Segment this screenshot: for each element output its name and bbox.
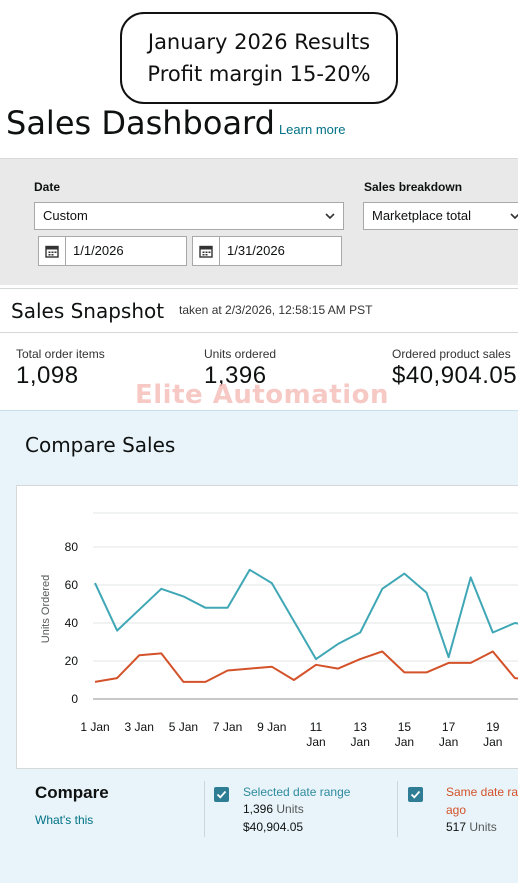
x-tick-label-month: Jan (306, 735, 325, 749)
metric-value: 1,396 (204, 362, 267, 389)
same-range-title-line-1: Same date range one year (446, 785, 518, 799)
y-tick-label: 40 (65, 616, 79, 630)
x-tick-label: 11 (310, 720, 323, 734)
y-tick-label: 60 (65, 578, 79, 592)
sales-snapshot-title: Sales Snapshot (11, 299, 165, 323)
metric-label: Units ordered (204, 347, 277, 361)
start-date-field[interactable]: 1/1/2026 (38, 236, 187, 266)
metric-value: 1,098 (16, 362, 79, 389)
x-tick-label-month: Jan (483, 735, 502, 749)
y-tick-label: 20 (65, 654, 79, 668)
metric-label: Total order items (16, 347, 105, 361)
legend-divider (204, 781, 205, 837)
checkmark-icon (216, 790, 227, 799)
end-date-value: 1/31/2026 (227, 243, 285, 258)
compare-sales-panel: Compare Sales 0 20 40 60 80 1 Jan 3 Jan 5 Jan 7 … (0, 410, 518, 883)
compare-legend: Compare What's this Selected date range … (16, 775, 518, 837)
sales-snapshot-header: Sales Snapshot taken at 2/3/2026, 12:58:… (0, 288, 518, 333)
series-line-selected-range (94, 568, 518, 661)
metric-value: $40,904.05 (392, 362, 518, 389)
same-range-units-value: 517 (446, 820, 467, 834)
metric-units-ordered: Units ordered 1,396 (204, 347, 276, 390)
x-tick-label: 19 (486, 720, 500, 734)
calendar-icon[interactable] (193, 237, 220, 265)
x-tick-label: 13 (354, 720, 368, 734)
sales-breakdown-label: Sales breakdown (364, 180, 463, 194)
selected-range-checkbox[interactable] (214, 787, 229, 802)
callout-line-2: Profit margin 15-20% (147, 62, 371, 86)
series-line-last-year (94, 650, 518, 683)
same-range-units: 517 Units (446, 820, 497, 834)
checkmark-icon (410, 790, 421, 799)
selected-units-word: Units (276, 802, 304, 816)
x-tick-label-month: Jan (439, 735, 458, 749)
same-range-title-line-2: ago (446, 803, 467, 817)
x-tick-label: 15 (398, 720, 412, 734)
snapshot-timestamp: taken at 2/3/2026, 12:58:15 AM PST (179, 303, 373, 317)
end-date-field[interactable]: 1/31/2026 (192, 236, 342, 266)
page-title: Sales Dashboard (6, 104, 275, 142)
x-tick-label: 3 Jan (125, 720, 154, 734)
x-tick-label-month: Jan (395, 735, 414, 749)
x-tick-label: 1 Jan (80, 720, 109, 734)
annotation-callout: January 2026 Results Profit margin 15-20… (120, 12, 398, 104)
whats-this-link[interactable]: What's this (35, 813, 94, 827)
date-range-select-value: Custom (43, 208, 88, 223)
filter-bar: Date Custom 1/1/2026 1/31/2026 Sales bre… (0, 158, 518, 285)
date-label: Date (34, 180, 61, 194)
x-tick-label: 7 Jan (213, 720, 242, 734)
legend-divider (397, 781, 398, 837)
chevron-down-icon (325, 203, 335, 238)
y-axis-label: Units Ordered (40, 575, 52, 643)
page-header: Sales Dashboard Learn more (6, 104, 345, 142)
date-range-select[interactable]: Custom (34, 202, 344, 230)
x-tick-label: 5 Jan (169, 720, 198, 734)
compare-sales-title: Compare Sales (25, 433, 176, 457)
sales-breakdown-select[interactable]: Marketplace total (363, 202, 518, 230)
selected-units-value: 1,396 (243, 802, 274, 816)
x-tick-label: 9 Jan (257, 720, 286, 734)
selected-range-sales: $40,904.05 (243, 820, 304, 834)
start-date-value: 1/1/2026 (73, 243, 124, 258)
learn-more-link[interactable]: Learn more (278, 122, 346, 137)
sales-breakdown-select-value: Marketplace total (372, 208, 471, 223)
same-range-clip: Same date range one year ago 517 Units (446, 784, 518, 839)
compare-label: Compare (35, 783, 109, 802)
same-range-last-year-checkbox[interactable] (408, 787, 423, 802)
same-range-units-word: Units (469, 820, 497, 834)
metric-label: Ordered product sales (392, 347, 511, 361)
metric-total-order-items: Total order items 1,098 (16, 347, 105, 390)
calendar-icon[interactable] (39, 237, 66, 265)
watermark-logo: Elite Automation (135, 380, 389, 410)
y-tick-label: 80 (65, 540, 79, 554)
units-ordered-chart: 0 20 40 60 80 1 Jan 3 Jan 5 Jan 7 Jan 9 Jan 11 Jan 1… (16, 485, 518, 769)
snapshot-divider (0, 332, 518, 333)
selected-range-title: Selected date range (243, 785, 351, 799)
metric-ordered-product-sales-clip: Ordered product sales $40,904.05 (392, 347, 518, 397)
callout-line-1: January 2026 Results (147, 30, 371, 54)
metric-ordered-product-sales: Ordered product sales $40,904.05 (392, 347, 517, 390)
y-tick-label: 0 (71, 692, 78, 706)
chevron-down-icon (510, 203, 518, 238)
selected-range-units: 1,396 Units (243, 802, 304, 816)
x-tick-label-month: Jan (351, 735, 370, 749)
x-tick-label: 17 (442, 720, 456, 734)
